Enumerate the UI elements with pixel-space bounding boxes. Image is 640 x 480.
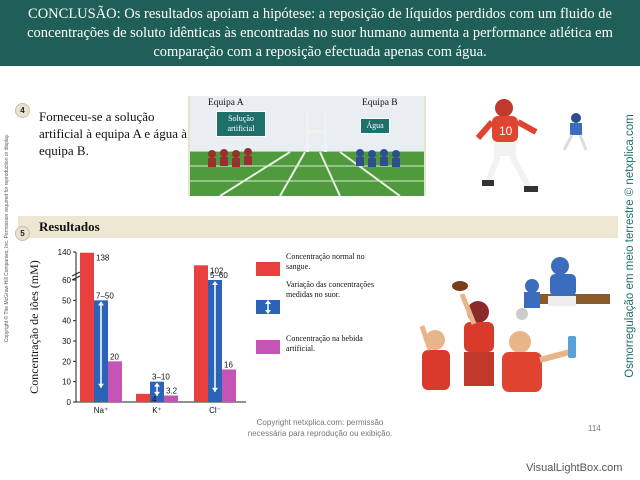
football-field-illustration: Equipa A Equipa B Solução artificial Águ…	[188, 96, 426, 196]
running-player-illustration: 10	[475, 99, 588, 192]
svg-text:10: 10	[499, 124, 513, 138]
y-tick-label: 20	[62, 357, 71, 366]
bar-drink	[164, 395, 178, 402]
results-title: Resultados	[39, 219, 100, 234]
y-tick-label: 50	[62, 296, 71, 305]
label-drink: 3.2	[166, 386, 178, 395]
sweat-arrow-head-down	[212, 387, 218, 392]
solution-tag: Solução artificial	[216, 111, 266, 137]
label-blood: 102	[210, 266, 224, 275]
y-tick-label: 140	[58, 248, 72, 257]
step-4-panel: 4 Forneceu-se a solução artificial à equ…	[15, 96, 618, 200]
step-4-text: Forneceu-se a solução artificial à equip…	[39, 109, 187, 158]
conclusion-text: CONCLUSÃO: Os resultados apoiam a hipóte…	[27, 6, 613, 60]
y-tick-label: 0	[67, 398, 72, 407]
visuallightbox-watermark: VisualLightBox.com	[526, 462, 623, 474]
label-sweat: 5–60	[210, 271, 228, 280]
bar-drink	[222, 369, 236, 402]
footer-copyright: Copyright netxplica.com: permissão neces…	[210, 417, 430, 439]
y-axis-label: Concentração de iões (mM)	[27, 260, 41, 394]
legend-label-drink: Concentração na bebida artificial.	[286, 334, 363, 353]
legend-swatch-sweat	[256, 300, 280, 314]
label-blood: 4	[152, 395, 157, 404]
category-label: K⁺	[152, 406, 162, 415]
bar-blood	[136, 393, 150, 402]
copyright-sidebar: Copyright © The McGraw-Hill Companies, I…	[2, 100, 12, 380]
label-sweat: 3–10	[152, 373, 170, 382]
chart-svg: 0 10 20 30 40 50 60 140 Concentração de iões (mM…	[27, 248, 246, 415]
label-drink: 16	[224, 360, 233, 369]
legend-label-blood: Concentração normal no sangue.	[286, 252, 365, 271]
footer-line-2: necessária para reprodução ou exibição.	[247, 429, 393, 438]
y-tick-label: 40	[62, 317, 71, 326]
sweat-arrow-head-up	[154, 382, 160, 387]
y-tick-label: 30	[62, 337, 71, 346]
axis-break-mark	[71, 275, 81, 281]
ion-concentration-chart: 0 10 20 30 40 50 60 140 Concentração de iões (mM…	[18, 232, 398, 422]
sweat-arrow-head-up	[98, 301, 104, 306]
step-5-number: 5	[15, 226, 30, 241]
results-header-bar	[18, 216, 618, 238]
category-label: Cl⁻	[209, 406, 221, 415]
goalpost-crossbar	[306, 130, 327, 133]
category-label: Na⁺	[94, 406, 108, 415]
bar-blood	[80, 252, 94, 402]
label-drink: 20	[110, 352, 119, 361]
y-tick-label: 10	[62, 378, 71, 387]
footer-line-1: Copyright netxplica.com: permissão	[256, 418, 384, 427]
sweat-arrow-head-down	[98, 383, 104, 388]
axis-break-mark	[71, 271, 81, 277]
team-a-label: Equipa A	[208, 98, 244, 108]
y-tick-label: 60	[62, 276, 71, 285]
field-lines-illustration	[190, 148, 424, 196]
label-sweat: 7–50	[96, 291, 114, 300]
sweat-arrow-head-down	[154, 391, 160, 396]
up-down-arrow-icon	[265, 300, 271, 314]
step-5-panel: 5 Resultados 0 10 20 30 40 50 60 140 Concentraçã…	[15, 210, 618, 422]
netxplica-sidebar: Osmorregulação em meio terrestre © netxp…	[620, 100, 638, 400]
conclusion-banner: CONCLUSÃO: Os resultados apoiam a hipóte…	[0, 0, 640, 66]
netxplica-vertical-text: Osmorregulação em meio terrestre © netxp…	[624, 114, 636, 378]
celebrating-players-illustration	[419, 257, 610, 392]
water-tag: Água	[360, 118, 390, 134]
team-b-label: Equipa B	[362, 98, 398, 108]
legend-swatch-drink	[256, 340, 280, 354]
legend-label-sweat: Variação das concentrações medidas no su…	[286, 280, 374, 299]
label-blood: 138	[96, 254, 110, 263]
page-number: 114	[588, 424, 601, 433]
bar-blood	[194, 265, 208, 402]
legend-swatch-blood	[256, 262, 280, 276]
copyright-vertical-text: Copyright © The McGraw-Hill Companies, I…	[4, 133, 10, 343]
sweat-arrow-head-up	[212, 281, 218, 285]
bar-drink	[108, 361, 122, 402]
step-4-number: 4	[15, 103, 30, 118]
